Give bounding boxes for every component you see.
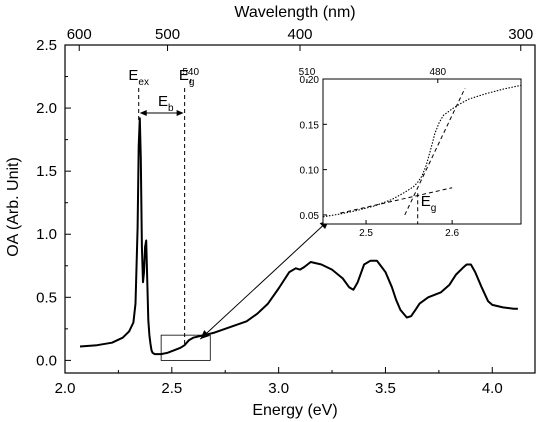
e-b-label: Eb <box>158 93 174 114</box>
zoom-link-arrow-head-start <box>200 330 210 340</box>
inset-eg-label-main: E <box>421 193 431 210</box>
inset-eg-label-sub: g <box>431 203 437 214</box>
inset-x-tick-label-0: 2.5 <box>359 228 373 239</box>
x-axis-title: Energy (eV) <box>252 402 337 419</box>
x-tick-label-4: 4.0 <box>482 380 503 397</box>
e-ex-label-sub: ex <box>138 77 149 88</box>
inset-top-tick-label-2: 480 <box>429 67 446 78</box>
main-series-line <box>79 117 518 356</box>
top-axis-title: Wavelength (nm) <box>234 4 355 21</box>
inset-top-tick-label-1: 510 <box>299 67 316 78</box>
inset-series-line <box>322 84 522 218</box>
inset-plot-border <box>322 78 522 225</box>
e-b-label-sub: b <box>168 103 174 114</box>
main-axis-ticks: 2.0 2.5 3.0 3.5 4.0 0.0 0.5 1.0 1.5 2.0 2.5 600 500 4… <box>36 26 533 397</box>
e-b-arrow-right-head <box>176 110 184 116</box>
top-tick-label-3: 300 <box>508 26 533 43</box>
x-tick-label-0: 2.0 <box>55 380 76 397</box>
inset-top-tick-label-0: 540 <box>182 67 199 78</box>
top-tick-label-0: 600 <box>67 26 92 43</box>
y-tick-label-4: 2.0 <box>36 100 57 117</box>
zoom-region-box <box>160 334 211 361</box>
x-tick-label-3: 3.5 <box>375 380 396 397</box>
y-tick-label-1: 0.5 <box>36 289 57 306</box>
y-tick-label-2: 1.0 <box>36 226 57 243</box>
top-tick-label-1: 500 <box>155 26 180 43</box>
e-ex-label-main: E <box>128 67 138 84</box>
x-tick-label-2: 3.0 <box>268 380 289 397</box>
zoom-link-arrow-line <box>199 219 330 340</box>
inset-plot: 2.5 2.6 0.05 0.10 0.15 0.20 540 510 480 Eg <box>182 67 522 239</box>
top-tick-label-2: 400 <box>287 26 312 43</box>
main-series-group <box>79 117 518 356</box>
x-tick-label-1: 2.5 <box>161 380 182 397</box>
y-tick-label-5: 2.5 <box>36 37 57 54</box>
y-axis-title: OA (Arb. Unit) <box>5 157 22 257</box>
e-b-label-main: E <box>158 93 168 110</box>
inset-y-tick-label-2: 0.15 <box>300 120 320 131</box>
inset-y-tick-label-3: 0.20 <box>300 75 320 86</box>
e-g-label: Eg <box>179 67 195 88</box>
e-g-label-main: E <box>179 67 189 84</box>
inset-eg-label: Eg <box>421 193 437 214</box>
inset-tangent-baseline <box>340 187 453 214</box>
e-ex-label: Eex <box>128 67 149 88</box>
inset-y-tick-label-0: 0.05 <box>300 211 320 222</box>
y-tick-label-0: 0.0 <box>36 352 57 369</box>
inset-tangent-edge <box>404 87 466 216</box>
y-tick-label-3: 1.5 <box>36 163 57 180</box>
e-g-label-sub: g <box>189 77 195 88</box>
inset-y-tick-label-1: 0.10 <box>300 166 320 177</box>
e-b-arrow-left-head <box>139 110 147 116</box>
inset-x-tick-label-1: 2.6 <box>445 228 459 239</box>
